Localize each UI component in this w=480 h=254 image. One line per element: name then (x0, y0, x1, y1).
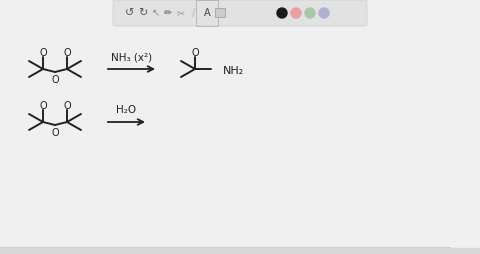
Text: ⬛: ⬛ (217, 8, 223, 18)
Text: O: O (51, 128, 59, 138)
Text: O: O (51, 75, 59, 85)
Text: ✂: ✂ (177, 8, 185, 18)
Text: NH₃ (x²): NH₃ (x²) (111, 52, 152, 62)
Text: O: O (63, 101, 71, 111)
Text: ✏: ✏ (164, 8, 172, 18)
Circle shape (277, 8, 287, 18)
Text: /: / (192, 8, 196, 18)
Text: ↖: ↖ (152, 8, 160, 18)
Circle shape (319, 8, 329, 18)
FancyBboxPatch shape (215, 8, 225, 17)
Text: ↺: ↺ (125, 8, 135, 18)
Text: NH₂: NH₂ (223, 66, 244, 76)
Text: O: O (191, 48, 199, 58)
Text: O: O (39, 48, 47, 58)
FancyBboxPatch shape (113, 0, 367, 26)
Text: H₂O: H₂O (117, 105, 137, 115)
Text: O: O (39, 101, 47, 111)
Circle shape (291, 8, 301, 18)
Text: A: A (204, 8, 210, 18)
Text: A: A (204, 8, 210, 18)
Circle shape (305, 8, 315, 18)
Text: ↻: ↻ (138, 8, 148, 18)
Text: O: O (63, 48, 71, 58)
